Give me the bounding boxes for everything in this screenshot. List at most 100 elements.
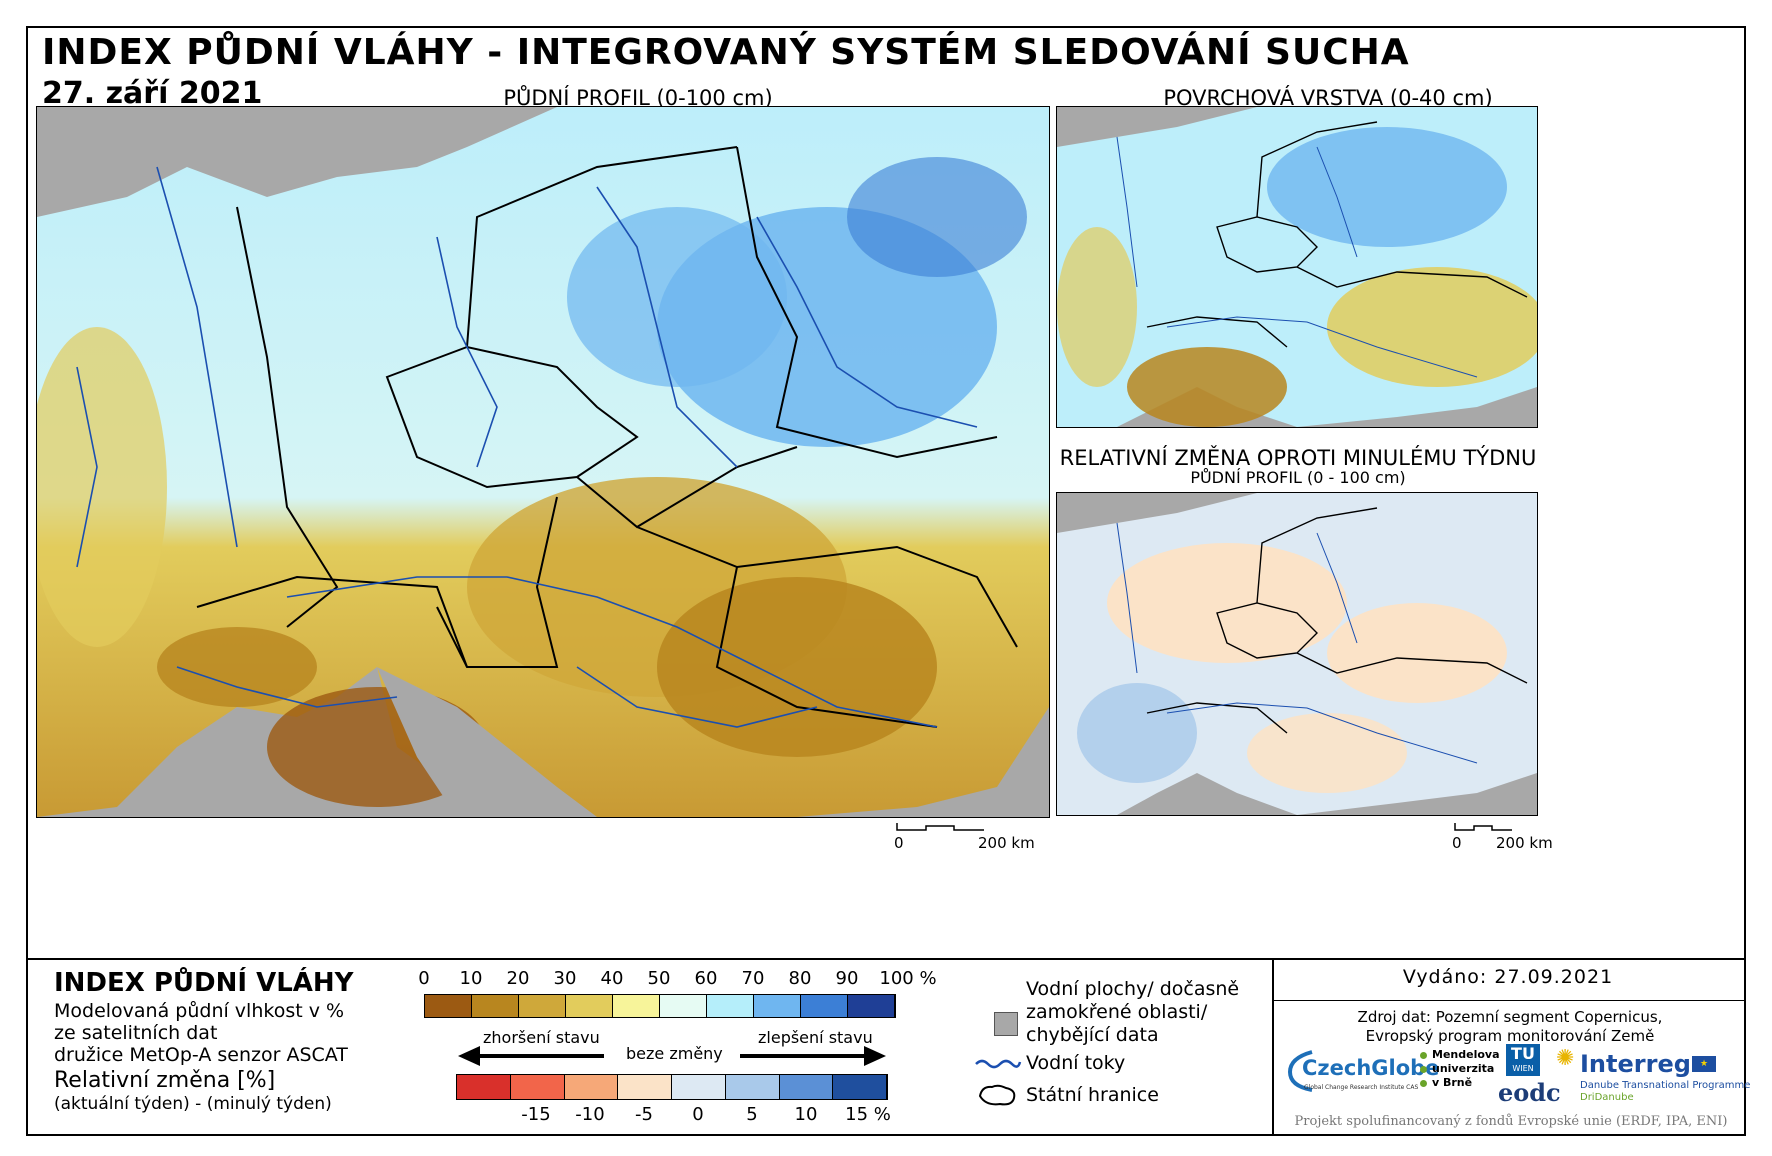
water-areas-line1: Vodní plochy/ dočasně: [1026, 978, 1240, 1000]
river-line: [176, 666, 398, 708]
river-line: [1116, 136, 1138, 288]
change-color-swatch: [779, 1075, 834, 1099]
czechglobe-subtext: Global Change Research Institute CAS: [1304, 1084, 1419, 1091]
change-color-swatch: [510, 1075, 565, 1099]
change-legend-desc: (aktuální týden) - (minulý týden): [54, 1094, 332, 1114]
main-soil-moisture-map: [36, 106, 1050, 818]
change-color-swatch: [833, 1075, 887, 1099]
index-color-swatch: [566, 995, 613, 1017]
change-color-swatch: [672, 1075, 726, 1099]
tuwien-logo: TU WIEN: [1506, 1044, 1540, 1076]
change-color-swatch: [564, 1075, 619, 1099]
better-arrow: [740, 1046, 886, 1066]
mendel-text-3: v Brně: [1432, 1076, 1473, 1089]
index-color-bar: [424, 994, 896, 1018]
change-color-swatch: [457, 1075, 511, 1099]
river-line: [1316, 532, 1358, 644]
eu-flag-icon: ★: [1692, 1056, 1716, 1072]
poster-frame: INDEX PŮDNÍ VLÁHY - INTEGROVANÝ SYSTÉM S…: [26, 26, 1750, 1136]
border-symbol: [978, 1084, 1016, 1106]
index-color-swatch: [472, 995, 519, 1017]
scale-start: 0: [894, 834, 904, 852]
map-date: 27. září 2021: [42, 76, 263, 111]
better-label: zlepšení stavu: [758, 1028, 873, 1047]
border-line: [736, 146, 998, 459]
border-line: [466, 146, 738, 348]
tuwien-text-2: WIEN: [1512, 1064, 1534, 1073]
water-areas-line3: chybějící data: [1026, 1024, 1159, 1046]
index-color-swatch: [754, 995, 801, 1017]
interreg-subtext-2: DriDanube: [1580, 1092, 1634, 1103]
border-line: [1296, 652, 1528, 684]
project-footer: Projekt spolufinancovaný z fondů Evropsk…: [1294, 1114, 1728, 1129]
legend-desc-line1: Modelovaná půdní vlhkost v %: [54, 1000, 345, 1022]
index-tick: 0: [418, 968, 430, 989]
page-title: INDEX PŮDNÍ VLÁHY - INTEGROVANÝ SYSTÉM S…: [42, 32, 1410, 73]
mendel-text-1: Mendelova: [1432, 1048, 1500, 1061]
worse-label: zhoršení stavu: [483, 1028, 600, 1047]
index-tick: 60: [694, 968, 718, 989]
scale-end: 200 km: [978, 834, 1035, 852]
river-symbol: [975, 1059, 1022, 1069]
index-tick: 90: [835, 968, 859, 989]
source-line1: Zdroj dat: Pozemní segment Copernicus,: [1357, 1008, 1663, 1026]
border-line: [1296, 266, 1528, 298]
index-tick: 20: [506, 968, 530, 989]
borders-label: Státní hranice: [1026, 1084, 1159, 1106]
change-legend-title: Relativní změna [%]: [54, 1068, 276, 1093]
border-line: [1256, 507, 1378, 604]
border-line: [636, 526, 1018, 648]
mendel-text-2: univerzita: [1432, 1062, 1495, 1075]
index-color-swatch: [519, 995, 566, 1017]
border-line: [715, 566, 938, 728]
river-line: [76, 366, 98, 568]
scale-start: 0: [1452, 834, 1462, 852]
river-line: [596, 186, 738, 468]
eodc-logo: eodc: [1498, 1078, 1561, 1107]
worse-arrow: [458, 1046, 604, 1066]
index-tick: 40: [600, 968, 624, 989]
index-color-swatch: [425, 995, 472, 1017]
border-line: [436, 496, 559, 668]
change-tick: -5: [635, 1104, 653, 1125]
change-color-swatch: [618, 1075, 672, 1099]
rivers-label: Vodní toky: [1026, 1052, 1126, 1074]
change-tick: 5: [746, 1104, 758, 1125]
index-color-swatch: [801, 995, 848, 1017]
river-line: [1166, 702, 1478, 764]
change-map-sublabel: PŮDNÍ PROFIL (0 - 100 cm): [1190, 468, 1406, 487]
interreg-star-icon: ✺: [1556, 1046, 1575, 1071]
legend-desc-line3: družice MetOp-A senzor ASCAT: [54, 1044, 348, 1066]
index-tick: 100 %: [879, 968, 937, 989]
legend-desc-line2: ze satelitních dat: [54, 1022, 218, 1044]
river-line: [756, 216, 978, 428]
border-line: [1256, 121, 1378, 218]
index-tick: 10: [459, 968, 483, 989]
border-line: [1146, 316, 1288, 348]
index-tick: 80: [788, 968, 812, 989]
issued-date: Vydáno: 27.09.2021: [1402, 966, 1614, 988]
index-tick: 70: [741, 968, 765, 989]
mendel-dots-icon: [1420, 1052, 1428, 1088]
change-tick: 0: [692, 1104, 704, 1125]
nochange-label: beze změny: [626, 1044, 723, 1063]
change-tick: -15: [521, 1104, 551, 1125]
interreg-subtext-1: Danube Transnational Programme: [1580, 1080, 1751, 1091]
water-areas-line2: zamokřené oblasti/: [1026, 1001, 1208, 1023]
change-map-label: RELATIVNÍ ZMĚNA OPROTI MINULÉMU TÝDNU: [1059, 446, 1537, 470]
change-color-swatch: [725, 1075, 780, 1099]
river-line: [1166, 316, 1478, 378]
border-line: [576, 446, 798, 529]
border-line: [1216, 602, 1318, 659]
border-line: [1216, 216, 1318, 273]
surface-layer-map: [1056, 106, 1538, 428]
border-line: [236, 206, 339, 628]
legend-title: INDEX PŮDNÍ VLÁHY: [54, 968, 354, 998]
river-line: [156, 166, 238, 548]
issued-divider: [1272, 1000, 1746, 1001]
interreg-text: Interreg: [1580, 1050, 1691, 1078]
river-line: [1316, 146, 1358, 258]
border-line: [385, 345, 639, 489]
river-line: [576, 666, 818, 728]
weekly-change-map: [1056, 492, 1538, 816]
